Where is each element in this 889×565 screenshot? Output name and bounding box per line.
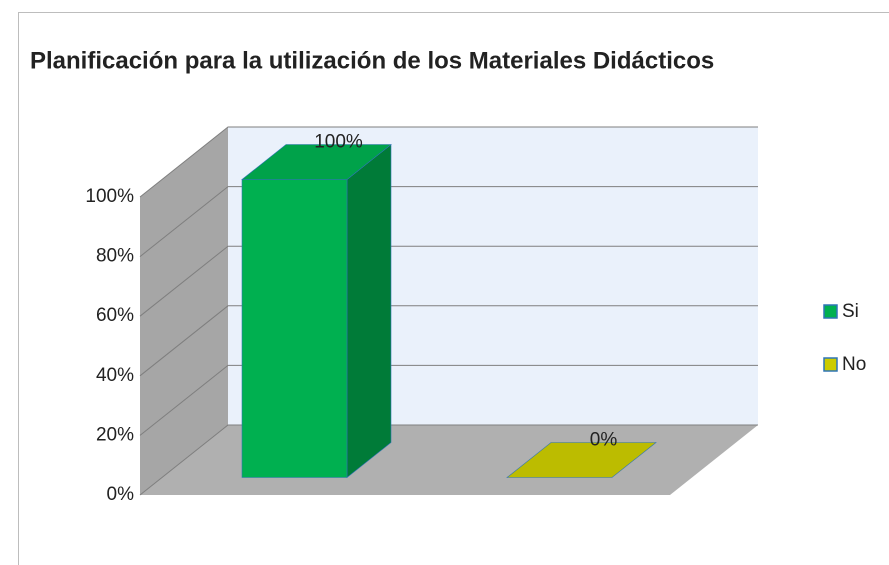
legend-label: No [842,354,866,375]
bar-side [346,143,392,479]
bar-front [241,179,348,478]
chart-title: Planificación para la utilización de los… [30,47,714,74]
bar-top [506,442,657,478]
bar [506,442,657,478]
value-label: 100% [314,132,363,153]
grid-line [139,305,758,377]
y-tick-label: 80% [96,246,134,267]
value-label: 0% [590,430,618,451]
floor [140,425,758,495]
y-tick-label: 40% [96,365,134,386]
legend-label: Si [842,301,859,322]
y-tick-label: 100% [85,186,134,207]
grid-line [139,364,758,436]
grid-line [139,424,758,496]
bar [241,143,392,479]
y-tick-label: 60% [96,305,134,326]
grid-line [139,245,758,317]
y-tick-label: 0% [107,484,135,505]
legend-swatch [823,304,838,319]
grid-line [139,126,758,198]
side-wall [140,127,228,495]
legend-swatch [823,357,838,372]
y-tick-label: 20% [96,424,134,445]
grid-line [139,186,758,257]
bar-top [241,144,392,180]
